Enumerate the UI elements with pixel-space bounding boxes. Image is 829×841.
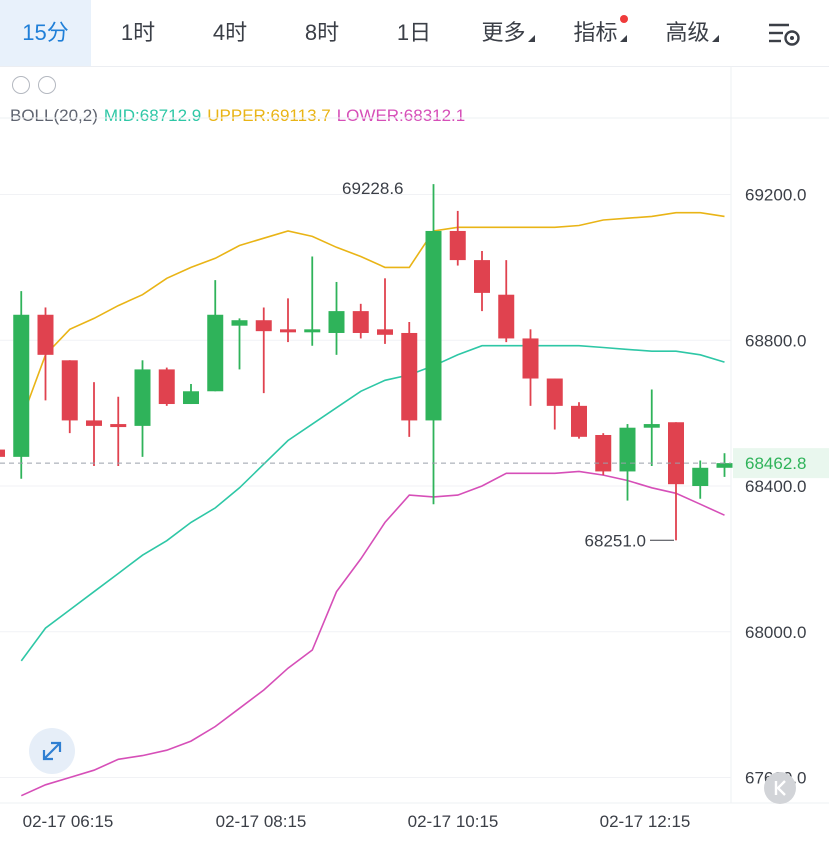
candle-body (304, 329, 321, 333)
candle-body (328, 311, 345, 333)
candlestick-chart[interactable]: 69200.068800.068400.068000.067600.002-17… (0, 66, 829, 841)
collapse-icon[interactable] (12, 76, 30, 94)
candle-body (352, 311, 369, 333)
dropdown-caret-icon (619, 35, 627, 42)
y-tick-label: 69200.0 (745, 186, 806, 205)
candle-body (546, 378, 563, 406)
candle-body (158, 369, 175, 405)
y-tick-label: 68000.0 (745, 623, 806, 642)
candle-body (716, 463, 733, 468)
y-tick-label: 68400.0 (745, 477, 806, 496)
candle-body (231, 320, 248, 326)
candle-body (498, 294, 515, 339)
tab-label: 1时 (120, 20, 156, 45)
tab-indicators[interactable]: 指标 (554, 0, 646, 66)
tab-advanced[interactable]: 高级 (646, 0, 738, 66)
indicator-settings-icon[interactable] (38, 76, 56, 94)
tab-label: 更多 (481, 20, 526, 45)
tab-more[interactable]: 更多 (462, 0, 554, 66)
scroll-to-latest-icon[interactable] (764, 772, 796, 804)
x-tick-label: 02-17 10:15 (408, 812, 499, 831)
chart-area[interactable]: BOLL(20,2) MID:68712.9 UPPER:69113.7 LOWER:… (0, 66, 829, 841)
candle-body (474, 260, 490, 293)
timeframe-toolbar: 15分 1时 4时 8时 1日 更多 指标 高级 (0, 0, 829, 67)
candle-body (61, 360, 78, 421)
candle-body (183, 391, 199, 405)
tab-label: 指标 (573, 20, 618, 45)
boll-name: BOLL(20,2) (10, 106, 98, 125)
candle-body (110, 424, 127, 428)
boll-mid-line (20, 344, 725, 662)
tab-4h[interactable]: 4时 (184, 0, 276, 66)
candle-body (643, 424, 660, 428)
candle-body (207, 314, 224, 392)
candle-body (401, 332, 418, 421)
tab-15m[interactable]: 15分 (0, 0, 91, 66)
candle-body (449, 230, 466, 261)
candle-body (255, 320, 272, 332)
candle-body (37, 314, 54, 355)
candle-body (571, 405, 587, 437)
x-tick-label: 02-17 08:15 (216, 812, 307, 831)
candle-body (619, 427, 636, 472)
boll-lower-line (20, 470, 725, 797)
tab-1h[interactable]: 1时 (92, 0, 184, 66)
candle-body (0, 449, 5, 457)
tab-1d[interactable]: 1日 (368, 0, 460, 66)
tab-label: 高级 (665, 20, 710, 45)
notification-dot-icon (620, 15, 628, 23)
boll-upper: UPPER:69113.7 (207, 106, 331, 125)
boll-lower: LOWER:68312.1 (336, 106, 466, 125)
candle-body (425, 230, 442, 421)
tab-label: 1日 (396, 20, 432, 45)
dropdown-caret-icon (711, 35, 719, 42)
tab-8h[interactable]: 8时 (276, 0, 368, 66)
boll-legend: BOLL(20,2) MID:68712.9 UPPER:69113.7 LOWER:… (10, 106, 471, 126)
boll-upper-line (20, 211, 725, 421)
fullscreen-expand-icon[interactable] (29, 728, 75, 774)
tab-label: 15分 (22, 20, 69, 45)
candle-body (134, 369, 151, 426)
candle-body (86, 420, 102, 426)
y-tick-label: 68800.0 (745, 331, 806, 350)
candle-body (13, 314, 30, 457)
tab-label: 8时 (304, 20, 340, 45)
candle-body (377, 329, 393, 335)
candle-body (692, 467, 709, 487)
indicator-controls (12, 76, 64, 99)
last-price-label: 68462.8 (745, 454, 806, 473)
x-tick-label: 02-17 06:15 (23, 812, 114, 831)
boll-mid: MID:68712.9 (103, 106, 202, 125)
chart-settings-icon[interactable] (767, 19, 803, 49)
tab-label: 4时 (212, 20, 248, 45)
candle-body (668, 422, 684, 485)
x-tick-label: 02-17 12:15 (600, 812, 691, 831)
dropdown-caret-icon (527, 35, 535, 42)
candle-body (595, 434, 612, 472)
low-price-label: 68251.0 (585, 531, 646, 550)
candle-body (280, 329, 296, 333)
high-price-label: 69228.6 (342, 179, 403, 198)
last-price-tag (733, 448, 829, 479)
candle-body (522, 338, 539, 379)
